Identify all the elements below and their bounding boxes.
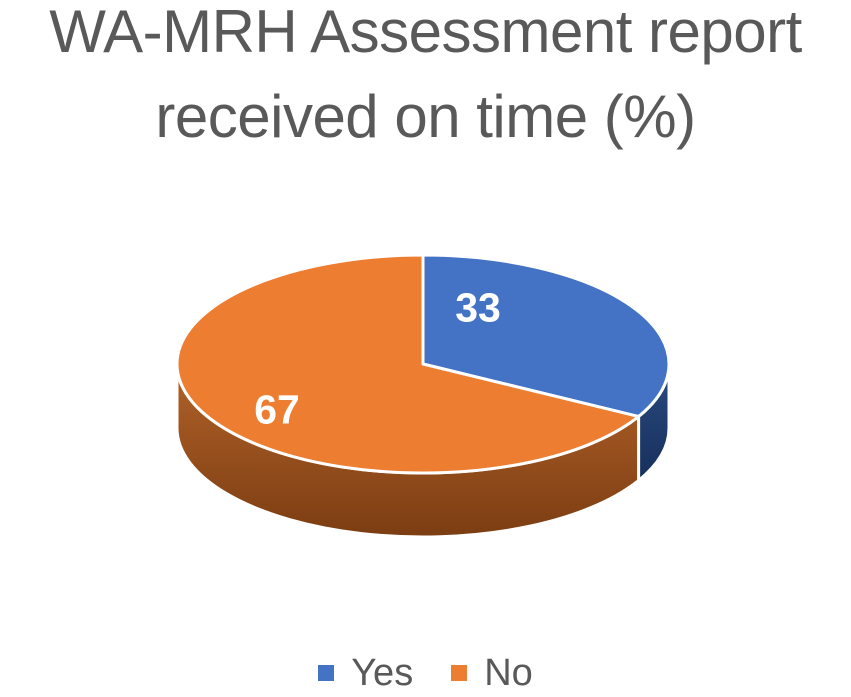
chart-title: WA-MRH Assessment report received on tim… (49, 0, 802, 150)
pie-slice-yes (421, 253, 671, 419)
legend-swatch-no-icon (451, 665, 468, 681)
legend-item-yes: Yes (318, 651, 413, 695)
data-label-no: 67 (254, 386, 300, 433)
legend-swatch-yes-icon (318, 665, 335, 681)
legend-item-no: No (451, 651, 533, 695)
legend-label-no: No (484, 652, 533, 694)
pie-slice-no (175, 253, 641, 475)
data-label-yes: 33 (455, 284, 501, 331)
legend: Yes No (0, 651, 851, 695)
legend-label-yes: Yes (351, 652, 414, 694)
